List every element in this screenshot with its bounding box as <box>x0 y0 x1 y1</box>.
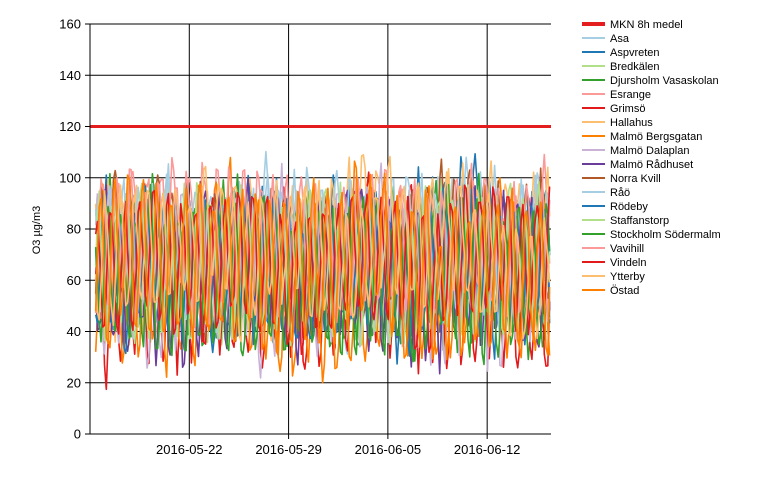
x-tick-label: 2016-06-12 <box>454 442 521 457</box>
y-tick-label: 80 <box>67 222 81 237</box>
legend-label: Hallahus <box>610 117 653 129</box>
axes <box>85 23 551 439</box>
y-tick-label: 40 <box>67 324 81 339</box>
y-tick-label: 0 <box>74 427 81 442</box>
legend-label: Norra Kvill <box>610 173 661 185</box>
legend-label: Rödeby <box>610 201 648 213</box>
legend-label: Östad <box>610 285 639 297</box>
y-tick-label: 60 <box>67 273 81 288</box>
y-tick-label: 100 <box>59 170 81 185</box>
legend-label: Aspvreten <box>610 47 660 59</box>
x-tick-label: 2016-05-22 <box>156 442 223 457</box>
legend-label: Malmö Dalaplan <box>610 145 689 157</box>
y-tick-label: 140 <box>59 68 81 83</box>
series-layer <box>94 150 551 391</box>
legend-label: Grimsö <box>610 103 645 115</box>
legend-label: Djursholm Vasaskolan <box>610 75 719 87</box>
legend-label: MKN 8h medel <box>610 19 683 31</box>
legend-label: Stockholm Södermalm <box>610 229 721 241</box>
y-tick-labels: 0 20 40 60 80 100 120 140 160 <box>59 17 81 442</box>
x-tick-label: 2016-05-29 <box>255 442 322 457</box>
legend-label: Råö <box>610 187 630 199</box>
legend-label: Asa <box>610 33 630 45</box>
legend-label: Staffanstorp <box>610 215 669 227</box>
series-line <box>94 160 551 361</box>
x-tick-labels: 2016-05-22 2016-05-29 2016-06-05 2016-06-12 <box>156 442 520 457</box>
y-tick-label: 120 <box>59 119 81 134</box>
legend-label: Malmö Rådhuset <box>610 159 693 171</box>
legend-label: Vavihill <box>610 243 644 255</box>
legend-label: Esrange <box>610 89 651 101</box>
x-tick-label: 2016-06-05 <box>355 442 422 457</box>
legend-label: Malmö Bergsgatan <box>610 131 702 143</box>
y-axis-label: O3 µg/m3 <box>31 206 43 255</box>
legend-label: Vindeln <box>610 257 647 269</box>
legend-label: Ytterby <box>610 271 645 283</box>
y-tick-label: 160 <box>59 17 81 32</box>
legend: MKN 8h medel Asa Aspvreten Bredkälen Djursho… <box>582 19 721 297</box>
y-tick-label: 20 <box>67 375 81 390</box>
series-line <box>94 155 551 343</box>
legend-label: Bredkälen <box>610 61 660 73</box>
